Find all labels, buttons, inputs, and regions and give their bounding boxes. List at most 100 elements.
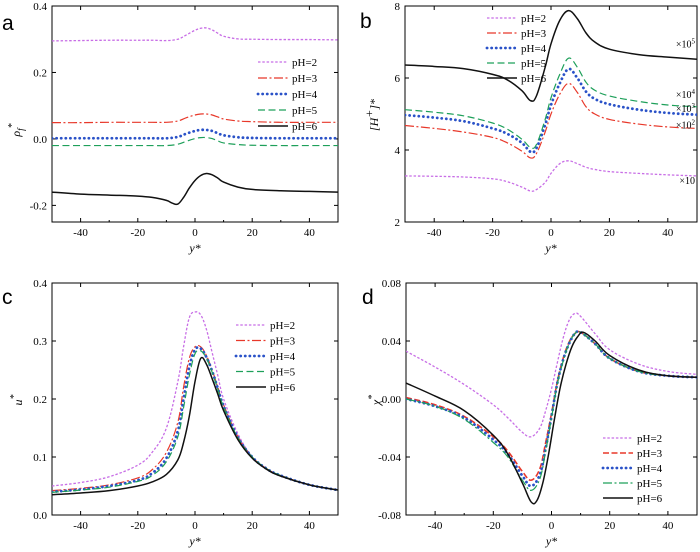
panel-a-ylabel: ρf* [7, 123, 26, 137]
panel-b-xtick-label: -20 [485, 227, 500, 239]
panel-a-xlabel: y* [188, 241, 200, 255]
panel-d-legend-label: pH=6 [637, 493, 663, 505]
panel-a-ytick-label: -0.2 [30, 200, 47, 212]
panel-c-ytick-label: 0.2 [33, 394, 47, 406]
panel-d-xtick-label: 20 [604, 520, 616, 532]
panel-b-scale-note-exp: 4 [692, 88, 696, 96]
panel-b-legend-label: pH=2 [521, 13, 546, 25]
panel-a-legend-label: pH=6 [292, 121, 318, 133]
panel-b-xtick-label: 0 [548, 227, 554, 239]
panel-d-letter: d [362, 286, 374, 309]
panel-b-scale-note-base: ×10 [676, 39, 692, 50]
panel-d-ylabel-main: χ [369, 399, 383, 406]
panel-a-xtick-label: -40 [73, 227, 88, 239]
panel-d-legend-label: pH=3 [637, 448, 663, 460]
panel-a-ytick-label: 0.0 [33, 134, 47, 146]
panel-b-ylabel-main: [H [367, 116, 381, 131]
panel-d-series-pH5-line [406, 330, 697, 491]
panel-d-ylabel-sup: * [367, 395, 378, 400]
panel-b-scale-note-exp: 5 [692, 37, 696, 45]
panel-a-series-pH2-line [52, 27, 338, 42]
panel-c-ylabel: u* [9, 395, 25, 406]
panel-c-series-pH3-line [52, 344, 338, 492]
panel-d-legend-label: pH=2 [637, 433, 662, 445]
panel-a-series [52, 27, 338, 206]
panel-b-ylabel-sup_inner: + [362, 110, 376, 118]
panel-a-letter: a [2, 12, 14, 35]
panel-b-legend: pH=2 pH=3 pH=4 pH=5 pH=6 [485, 13, 547, 85]
panel-a-xtick-label: 0 [192, 227, 198, 239]
panel-a-ylabel-main: ρ [9, 131, 23, 138]
panel-b-scale-note: ×103 [676, 102, 696, 115]
panel-c-ytick-label: 0.0 [33, 510, 47, 522]
panel-b-xtick-label: 20 [604, 227, 616, 239]
panel-d-series [406, 312, 697, 505]
panel-b-legend-label: pH=5 [521, 58, 547, 70]
panel-c-legend-label: pH=6 [270, 382, 296, 394]
panel-a-ytick-label: 0.4 [33, 1, 47, 13]
panel-b-series-pH4-line [405, 67, 697, 154]
panel-a-ytick-label: 0.2 [33, 67, 47, 79]
panel-b-scale-note-exp: 2 [692, 118, 696, 126]
panel-b-legend-label: pH=4 [521, 43, 547, 55]
panel-b-series-pH3-line [405, 82, 697, 159]
panel-b: b-40 -20 0 20 402468y*[H+]*pH=2pH=3pH=4pH=5p… [360, 1, 698, 255]
panel-b-scale-note-exp: 3 [692, 102, 696, 110]
panel-c-ytick-label: 0.4 [33, 278, 47, 290]
panel-b-ylabel-tail: ]* [367, 99, 381, 111]
panel-c-series-pH5-line [52, 349, 338, 493]
panel-c-series [52, 311, 338, 496]
panel-c-ylabel-main: u [11, 400, 25, 406]
panel-a-legend-label: pH=2 [292, 57, 317, 69]
panel-b-ytick-label: 2 [395, 217, 401, 229]
panel-c-legend-label: pH=4 [270, 351, 296, 363]
panel-a-xtick-label: 20 [247, 227, 259, 239]
panel-d-ytick-label: 0.08 [382, 278, 402, 290]
panel-b-xtick-label: 40 [662, 227, 674, 239]
panel-b-series-pH5-line [405, 57, 697, 149]
panel-d-legend-label: pH=4 [637, 463, 663, 475]
panel-b-legend-label: pH=3 [521, 28, 547, 40]
panel-b-scale-note: ×104 [676, 88, 696, 101]
panel-b-scale-note: ×105 [676, 37, 696, 50]
panel-a-series-pH6-line [52, 172, 338, 206]
panel-b-series-pH6-line [405, 9, 697, 102]
panel-c: c-40 -20 0 20 400.00.10.20.30.4y*u*pH=2pH=3p… [2, 278, 339, 548]
panel-c-legend-label: pH=5 [270, 367, 296, 379]
panel-d-legend: pH=2 pH=3 pH=4 pH=5 pH=6 [601, 433, 663, 505]
panel-a-xtick-label: -20 [130, 227, 145, 239]
panel-d-xtick-label: 0 [549, 520, 555, 532]
panel-b-ytick-label: 8 [395, 1, 401, 13]
panel-d: d -40 -20 0 20 40 -0.08 -0.04 0.00 0.04 0.08 y* χ* pH… [362, 278, 698, 548]
panel-a-legend-label: pH=5 [292, 105, 318, 117]
panel-b-scale-note-base: ×10 [679, 176, 695, 187]
panel-c-legend-label: pH=3 [270, 336, 296, 348]
panel-a-xtick-label: 40 [304, 227, 316, 239]
panel-c-xtick-label: 40 [304, 520, 316, 532]
panel-c-letter: c [2, 286, 13, 309]
panel-b-ytick-label: 4 [395, 145, 401, 157]
panel-d-xtick-label: -20 [486, 520, 501, 532]
panel-d-series-pH6-line [406, 331, 697, 505]
panel-c-xlabel: y* [188, 534, 200, 548]
panel-c-legend-label: pH=2 [270, 320, 295, 332]
panel-a-legend-label: pH=4 [292, 89, 318, 101]
panel-d-ytick-label: 0.04 [382, 336, 402, 348]
panel-b-ylabel: [H+]* [362, 99, 381, 131]
panel-d-ytick-label: 0.00 [382, 394, 402, 406]
panel-c-ylabel-sup: * [9, 395, 20, 400]
panel-d-xlabel: y* [545, 534, 557, 548]
panel-b-scale-note-base: ×10 [676, 120, 692, 131]
panel-d-xtick-label: -40 [428, 520, 443, 532]
panel-d-ytick-label: -0.08 [378, 510, 401, 522]
panel-b-xtick-label: -40 [427, 227, 442, 239]
panel-c-xtick-label: -20 [130, 520, 145, 532]
panel-c-series-pH6-line [52, 356, 338, 496]
panel-a-series-pH3-line [52, 113, 338, 124]
panel-a-legend: pH=2 pH=3 pH=4 pH=5 pH=6 [256, 57, 318, 133]
panel-c-legend: pH=2 pH=3 pH=4 pH=5 pH=6 [234, 320, 296, 394]
panel-a: a-40 -20 0 20 40-0.20.00.20.4y*ρf*pH=2pH=3pH… [2, 1, 339, 255]
panel-d-series-pH2-line [406, 312, 697, 438]
panel-a-series-pH4-line [52, 128, 338, 140]
panel-a-ylabel-sup: * [7, 123, 18, 128]
